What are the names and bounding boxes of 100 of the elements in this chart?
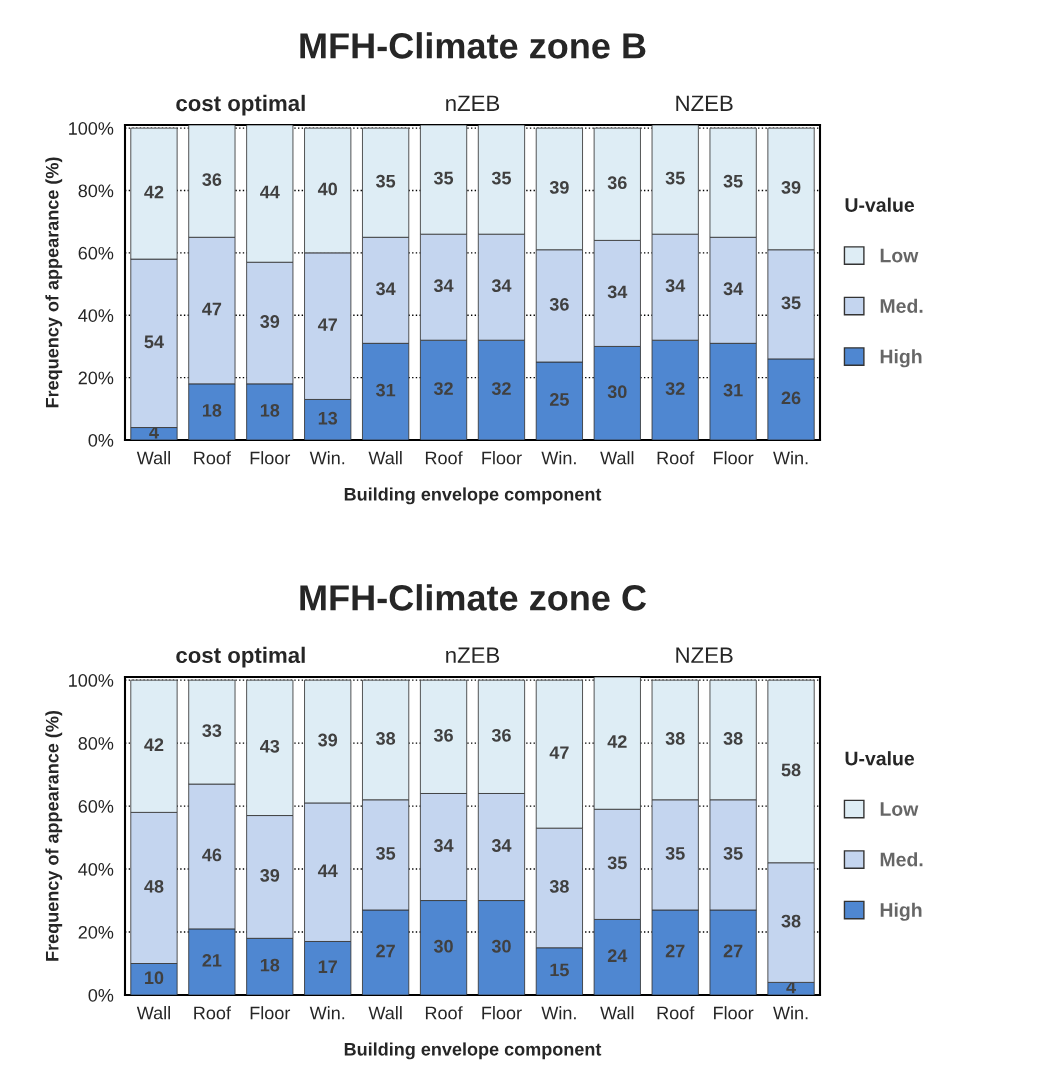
x-tick-label: Floor — [714, 451, 754, 465]
y-tick-label: 0% — [88, 433, 114, 447]
text: NZEB — [676, 95, 733, 111]
legend-title: U-value — [845, 751, 915, 766]
legend-title: U-value — [845, 197, 915, 212]
data-label: 34 — [376, 282, 396, 296]
y-tick-label: 60% — [78, 800, 114, 813]
data-label: 36 — [433, 728, 453, 742]
data-label: 34 — [665, 279, 686, 293]
x-tick-label: Roof — [657, 1006, 695, 1020]
x-tick-label: Win. — [541, 1006, 576, 1020]
data-label: 39 — [781, 181, 801, 194]
y-tick-label: 40% — [78, 309, 114, 322]
data-label: 30 — [491, 939, 511, 953]
data-label: 54 — [144, 335, 164, 349]
data-label: 13 — [318, 411, 338, 425]
data-label: 34 — [433, 839, 454, 852]
data-label: 25 — [549, 393, 569, 406]
data-label: 39 — [260, 315, 280, 328]
x-axis-title: Building envelope component — [344, 1042, 602, 1060]
data-label: 42 — [607, 735, 627, 748]
data-label: 35 — [376, 174, 396, 188]
legend-label: Low — [880, 248, 919, 263]
text: cost optimal — [176, 646, 305, 668]
data-label: 32 — [665, 382, 685, 395]
data-label: 31 — [376, 383, 396, 397]
data-label: 35 — [723, 846, 743, 860]
data-label: 34 — [607, 285, 628, 299]
data-label: 26 — [781, 391, 801, 405]
legend-label: Med. — [880, 298, 923, 313]
data-label: 39 — [318, 733, 338, 747]
data-label: 18 — [260, 958, 280, 972]
data-label: 32 — [433, 382, 453, 395]
x-tick-label: Floor — [250, 451, 291, 465]
data-label: 39 — [260, 868, 280, 882]
legend-label: Low — [880, 802, 919, 816]
x-tick-label: Wall — [368, 451, 402, 465]
data-label: 42 — [144, 185, 164, 199]
x-tick-label: Wall — [136, 1006, 170, 1020]
data-label: 36 — [549, 297, 569, 311]
x-tick-label: Floor — [482, 451, 522, 465]
data-label: 27 — [376, 944, 395, 958]
x-tick-label: Win. — [309, 1006, 345, 1020]
data-label: 35 — [433, 171, 454, 185]
data-label: 38 — [376, 732, 396, 745]
data-label: 18 — [260, 403, 280, 417]
chart-title: MFH-Climate zone C — [300, 584, 647, 611]
x-tick-label: Win. — [773, 451, 808, 465]
data-label: 44 — [317, 864, 338, 877]
data-label: 27 — [665, 944, 685, 958]
data-label: 32 — [491, 382, 511, 395]
data-label: 46 — [202, 848, 222, 862]
data-label: 33 — [202, 724, 222, 737]
y-tick-label: 100% — [69, 674, 114, 687]
x-tick-label: Win. — [541, 451, 576, 465]
y-tick-label: 80% — [78, 184, 114, 198]
x-tick-label: Wall — [600, 451, 634, 465]
chart-title: MFH-Climate zone B — [300, 32, 646, 59]
legend-label: High — [880, 349, 922, 368]
data-label: 31 — [723, 383, 743, 397]
legend-label: High — [880, 902, 922, 921]
data-label: 35 — [723, 174, 743, 188]
text: nZEB — [446, 95, 500, 111]
x-tick-label: Roof — [194, 451, 231, 465]
data-label: 43 — [260, 739, 280, 753]
data-label: 47 — [549, 746, 569, 759]
legend-label: Med. — [880, 852, 923, 867]
data-label: 10 — [145, 971, 164, 985]
y-tick-label: 20% — [78, 371, 114, 385]
data-label: 21 — [202, 954, 222, 967]
data-label: 39 — [549, 181, 569, 194]
data-label: 35 — [665, 171, 685, 185]
data-label: 34 — [491, 839, 512, 852]
data-label: 44 — [260, 185, 280, 199]
x-tick-label: Floor — [482, 1006, 522, 1020]
data-label: 27 — [723, 944, 743, 958]
text: nZEB — [446, 647, 500, 663]
x-tick-label: Wall — [600, 1006, 634, 1020]
data-label: 35 — [607, 856, 627, 870]
data-label: 38 — [781, 914, 801, 928]
y-tick-label: 100% — [69, 122, 114, 135]
y-tick-label: 0% — [88, 988, 114, 1002]
x-tick-label: Win. — [309, 451, 345, 465]
data-label: 34 — [491, 279, 512, 293]
x-axis-title: Building envelope component — [344, 487, 602, 505]
data-label: 35 — [665, 846, 685, 860]
data-label: 35 — [491, 171, 511, 185]
x-tick-label: Floor — [714, 1006, 754, 1020]
data-label: 47 — [317, 318, 337, 331]
y-tick-label: 40% — [78, 862, 114, 876]
x-tick-label: Wall — [368, 1006, 402, 1020]
data-label: 15 — [550, 963, 569, 977]
data-label: 58 — [781, 763, 801, 777]
data-label: 38 — [549, 880, 569, 893]
data-label: 40 — [317, 182, 338, 196]
data-label: 18 — [202, 403, 222, 417]
data-label: 38 — [723, 732, 743, 745]
data-label: 35 — [781, 296, 801, 310]
x-tick-label: Roof — [194, 1006, 231, 1020]
x-tick-label: Floor — [250, 1006, 291, 1020]
